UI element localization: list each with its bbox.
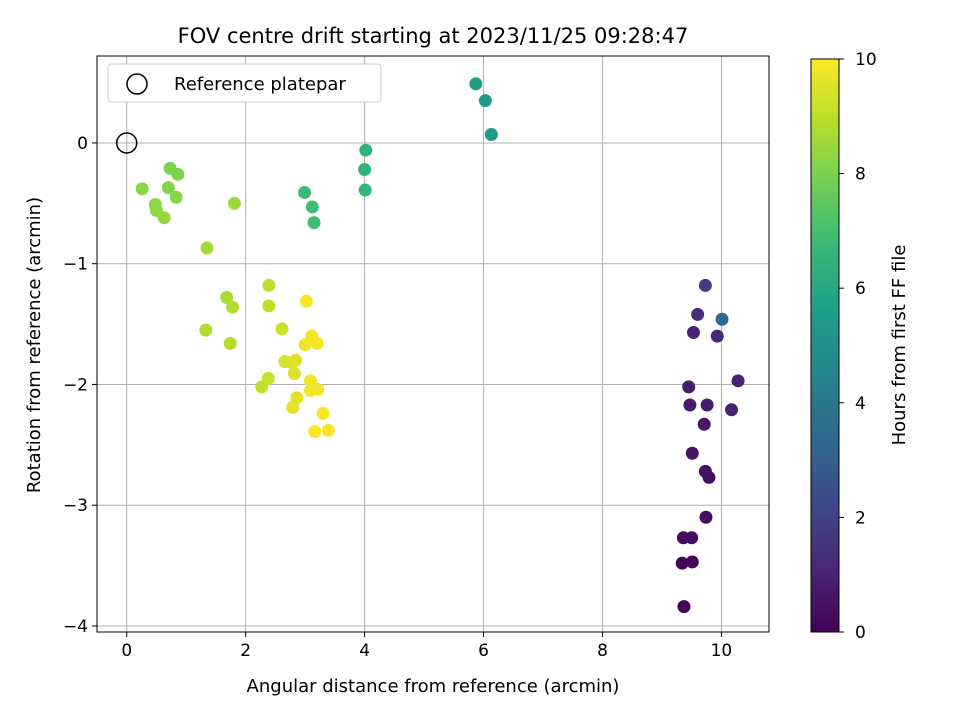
data-point <box>220 291 234 305</box>
colorbar-ticks: 0 2 4 6 8 10 <box>839 50 877 643</box>
data-point <box>299 294 313 308</box>
data-point <box>226 300 240 314</box>
data-point <box>161 181 175 195</box>
data-point <box>358 183 372 197</box>
reference-marker <box>115 132 138 154</box>
y-axis-label: Rotation from reference (arcmin) <box>24 197 45 493</box>
data-point <box>200 241 214 255</box>
data-point <box>286 400 300 414</box>
data-points <box>135 77 745 614</box>
data-point <box>135 182 149 196</box>
data-point <box>199 323 213 337</box>
data-point <box>308 425 322 439</box>
data-point <box>289 353 303 367</box>
data-point <box>699 510 713 524</box>
data-point <box>157 211 171 225</box>
data-point <box>698 464 712 478</box>
data-point <box>298 185 312 199</box>
colorbar-tick-label: 6 <box>855 279 866 299</box>
legend-marker <box>126 73 148 95</box>
colorbar-tick-label: 10 <box>855 50 877 70</box>
plot-frame <box>96 55 770 633</box>
x-tick-label: 6 <box>478 641 489 661</box>
data-point <box>310 336 324 350</box>
colorbar: 0 2 4 6 8 10 Hours from first FF file <box>810 50 910 643</box>
legend-box <box>107 63 382 103</box>
data-point <box>321 423 335 437</box>
data-point <box>682 380 696 394</box>
data-point <box>685 446 699 460</box>
colorbar-gradient <box>810 58 840 633</box>
colorbar-tick-label: 2 <box>855 508 866 528</box>
x-tick-label: 0 <box>121 641 132 661</box>
reference-platepar-point <box>115 132 138 154</box>
colorbar-tick-label: 4 <box>855 394 866 414</box>
x-tick-label: 8 <box>597 641 608 661</box>
data-point <box>169 190 183 204</box>
data-point <box>710 329 724 343</box>
data-point <box>697 417 711 431</box>
data-point <box>686 326 700 340</box>
grid <box>97 56 769 632</box>
x-axis-ticks: 0 2 4 6 8 10 <box>121 632 732 661</box>
legend-label: Reference platepar <box>174 74 346 95</box>
y-tick-label: −3 <box>63 496 88 516</box>
colorbar-label: Hours from first FF file <box>889 245 910 446</box>
data-point <box>700 398 714 412</box>
chart-title: FOV centre drift starting at 2023/11/25 … <box>178 24 689 48</box>
data-point <box>287 367 301 381</box>
x-tick-label: 4 <box>359 641 370 661</box>
data-point <box>677 600 691 614</box>
x-axis-label: Angular distance from reference (arcmin) <box>247 676 620 697</box>
data-point <box>675 556 689 570</box>
data-point <box>311 382 325 396</box>
data-point <box>275 322 289 336</box>
data-point <box>691 307 705 321</box>
data-point <box>478 94 492 108</box>
data-point <box>227 196 241 210</box>
data-point <box>223 336 237 350</box>
data-point <box>484 127 498 141</box>
colorbar-tick-label: 0 <box>855 623 866 643</box>
y-tick-label: 0 <box>77 134 88 154</box>
data-point <box>171 167 185 181</box>
data-point <box>731 374 745 388</box>
data-point <box>316 406 330 420</box>
y-tick-label: −2 <box>63 375 88 395</box>
y-axis-ticks: 0 −1 −2 −3 −4 <box>63 134 97 637</box>
y-tick-label: −4 <box>63 617 88 637</box>
colorbar-tick-label: 8 <box>855 165 866 185</box>
data-point <box>685 531 699 545</box>
data-point <box>469 77 483 91</box>
data-point <box>262 299 276 313</box>
data-point <box>262 278 276 292</box>
data-point <box>305 200 319 214</box>
data-point <box>307 216 321 230</box>
data-point <box>255 380 269 394</box>
data-point <box>359 143 373 157</box>
y-tick-label: −1 <box>63 255 88 275</box>
data-point <box>683 398 697 412</box>
data-point <box>725 403 739 417</box>
data-point <box>685 555 699 569</box>
legend: Reference platepar <box>107 63 382 103</box>
data-point <box>715 312 729 326</box>
x-tick-label: 10 <box>711 641 733 661</box>
x-tick-label: 2 <box>240 641 251 661</box>
data-point <box>358 163 372 177</box>
data-point <box>698 278 712 292</box>
